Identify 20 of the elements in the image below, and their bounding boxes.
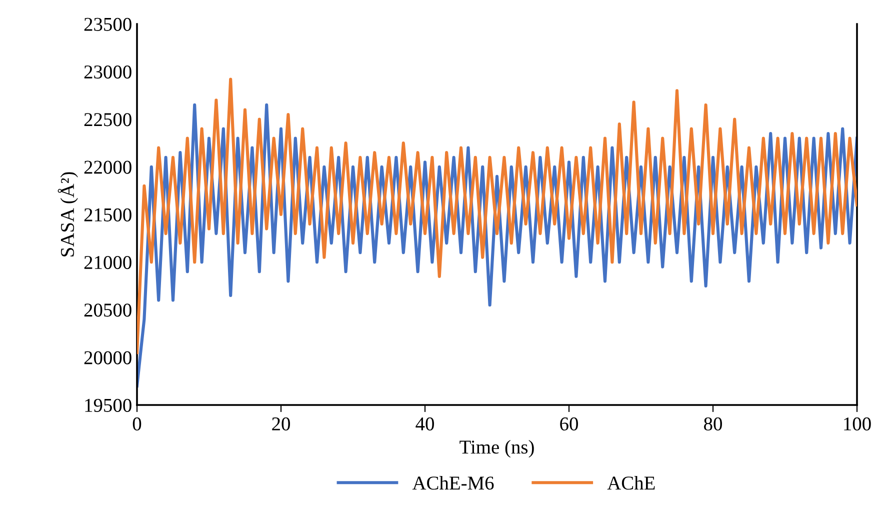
y-tick-label: 22500 xyxy=(84,113,132,126)
y-tick-label: 19500 xyxy=(85,398,132,412)
x-tick-label: 40 xyxy=(416,417,434,430)
x-tick-label: 20 xyxy=(272,417,290,430)
y-tick-label: 23500 xyxy=(84,18,132,31)
legend-label: AChE-M6 xyxy=(412,476,494,490)
legend-label: AChE xyxy=(607,476,655,490)
y-tick-label: 20500 xyxy=(84,304,132,317)
y-tick-label: 20000 xyxy=(84,351,132,364)
y-tick-label: 22000 xyxy=(84,160,132,174)
x-tick-label: 80 xyxy=(704,417,722,430)
x-tick-label: 60 xyxy=(560,417,578,430)
x-axis-title: Time (ns) xyxy=(460,440,534,458)
y-tick-label: 21500 xyxy=(84,208,132,222)
x-tick-label: 0 xyxy=(132,417,142,430)
y-tick-label: 21000 xyxy=(84,256,132,270)
y-axis-title: SASA (Å²) xyxy=(58,172,78,256)
line-series xyxy=(137,78,857,354)
y-tick-label: 23000 xyxy=(84,65,132,79)
x-tick-label: 100 xyxy=(844,417,871,430)
